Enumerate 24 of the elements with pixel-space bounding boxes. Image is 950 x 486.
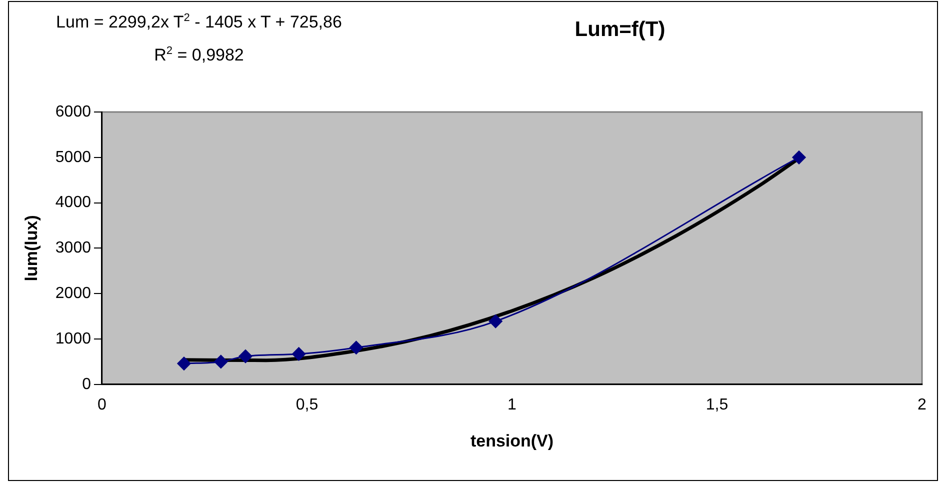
y-tick-label: 4000 xyxy=(55,194,92,212)
x-tick-label: 0,5 xyxy=(296,396,318,414)
text: R$^{2}$ = 0,9982 xyxy=(153,44,245,66)
x-tick-label: 0 xyxy=(98,396,107,414)
point xyxy=(349,340,363,354)
point xyxy=(792,150,806,164)
text: Lum = 2299,2x T$^{2}$ - 1405 x T + 725,86 xyxy=(55,11,343,34)
point xyxy=(238,350,252,363)
chart-title: Lum=f(T) xyxy=(574,18,666,42)
x-tick-label: 1,5 xyxy=(706,396,728,414)
x-tick-label: 2 xyxy=(918,396,927,414)
y-tick-label: 1000 xyxy=(55,330,92,348)
x-axis-title: tension(V) xyxy=(470,431,554,450)
y-tick-label: 2000 xyxy=(55,285,92,302)
point xyxy=(177,356,191,370)
point xyxy=(488,314,502,328)
x-tick-label: 1 xyxy=(508,396,517,414)
point xyxy=(292,347,306,361)
y-tick-label: 6000 xyxy=(55,103,92,120)
y-tick-label: 3000 xyxy=(55,240,92,257)
y-tick-label: 5000 xyxy=(55,148,92,166)
y-axis-title: lum(lux) xyxy=(22,215,41,282)
y-tick-label: 0 xyxy=(82,376,92,393)
point xyxy=(214,354,228,368)
